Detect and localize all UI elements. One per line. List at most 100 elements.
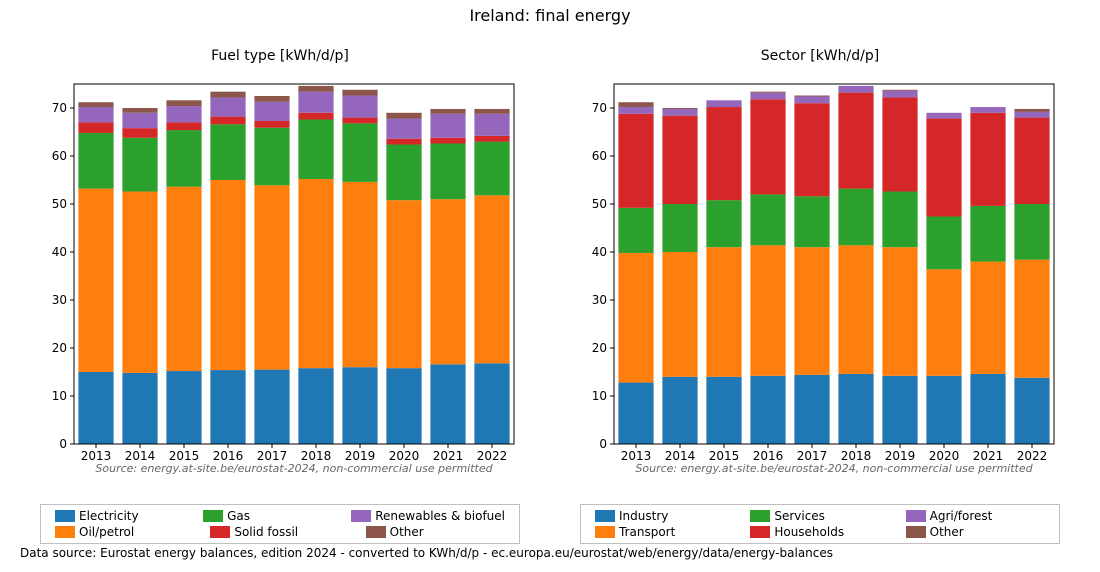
svg-text:70: 70 (52, 101, 67, 115)
bar-segment (1014, 204, 1049, 260)
bar-segment (78, 122, 113, 133)
svg-text:20: 20 (52, 341, 67, 355)
bar-segment (1014, 118, 1049, 204)
watermark-text: Source: energy.at-site.be/eurostat-2024,… (74, 462, 514, 475)
bar-segment (298, 113, 333, 120)
legend-item: Agri/forest (906, 509, 1045, 523)
legend-swatch (210, 526, 230, 538)
legend-item: Renewables & biofuel (351, 509, 505, 523)
svg-text:0: 0 (599, 437, 607, 451)
bar-segment (342, 367, 377, 444)
bar-segment (662, 377, 697, 444)
bar-segment (78, 102, 113, 107)
bar-segment (254, 96, 289, 102)
bar-segment (298, 179, 333, 368)
bar-segment (166, 122, 201, 130)
bar-segment (970, 107, 1005, 113)
svg-text:2013: 2013 (621, 449, 652, 463)
legend-label: Industry (619, 509, 668, 523)
bar-segment (970, 113, 1005, 206)
legend-label: Renewables & biofuel (375, 509, 505, 523)
bar-segment (794, 103, 829, 196)
plot-area: 0102030405060702013201420152016201720182… (580, 72, 1060, 476)
svg-text:2021: 2021 (973, 449, 1004, 463)
plot-area: 0102030405060702013201420152016201720182… (40, 72, 520, 476)
bar-segment (474, 142, 509, 196)
bar-segment (210, 180, 245, 370)
legend-label: Agri/forest (930, 509, 993, 523)
legend: ElectricityGasRenewables & biofuelOil/pe… (40, 504, 520, 544)
bar-segment (298, 120, 333, 180)
bar-segment (342, 90, 377, 96)
bar-segment (706, 377, 741, 444)
bar-segment (750, 99, 785, 194)
bar-segment (750, 194, 785, 245)
svg-text:2016: 2016 (753, 449, 784, 463)
bar-segment (166, 106, 201, 122)
svg-text:20: 20 (592, 341, 607, 355)
svg-text:2019: 2019 (885, 449, 916, 463)
svg-text:2018: 2018 (301, 449, 332, 463)
legend-item: Households (750, 525, 889, 539)
legend-item: Other (366, 525, 505, 539)
bar-segment (838, 86, 873, 93)
legend-item: Solid fossil (210, 525, 349, 539)
bar-segment (750, 93, 785, 100)
svg-text:2021: 2021 (433, 449, 464, 463)
bar-segment (78, 133, 113, 189)
figure-suptitle: Ireland: final energy (0, 6, 1100, 25)
svg-text:2016: 2016 (213, 449, 244, 463)
bar-segment (386, 200, 421, 368)
bar-segment (78, 189, 113, 372)
bar-segment (298, 86, 333, 92)
legend-label: Gas (227, 509, 250, 523)
panels-row: Fuel type [kWh/d/p]010203040506070201320… (0, 48, 1100, 544)
bar-segment (1014, 378, 1049, 444)
legend-swatch (203, 510, 223, 522)
legend-item: Electricity (55, 509, 187, 523)
bar-segment (838, 189, 873, 246)
bar-segment (430, 109, 465, 114)
bar-segment (882, 90, 917, 91)
svg-text:2022: 2022 (1017, 449, 1048, 463)
bar-segment (794, 96, 829, 97)
bar-segment (706, 100, 741, 107)
bar-segment (166, 371, 201, 444)
legend-item: Other (906, 525, 1045, 539)
svg-text:70: 70 (592, 101, 607, 115)
bar-segment (386, 113, 421, 119)
data-source-footer: Data source: Eurostat energy balances, e… (20, 546, 833, 560)
watermark-text: Source: energy.at-site.be/eurostat-2024,… (614, 462, 1054, 475)
svg-text:2015: 2015 (169, 449, 200, 463)
bar-segment (926, 269, 961, 376)
bar-segment (254, 121, 289, 128)
svg-text:50: 50 (592, 197, 607, 211)
bar-segment (882, 192, 917, 248)
bar-segment (166, 100, 201, 106)
svg-text:2022: 2022 (477, 449, 508, 463)
bar-segment (210, 97, 245, 116)
bar-segment (166, 130, 201, 187)
bar-segment (926, 376, 961, 444)
bar-segment (78, 372, 113, 444)
bar-segment (386, 139, 421, 145)
svg-text:10: 10 (592, 389, 607, 403)
svg-text:2014: 2014 (125, 449, 156, 463)
legend-item: Industry (595, 509, 734, 523)
bar-segment (474, 363, 509, 444)
bar-segment (750, 376, 785, 444)
legend-label: Transport (619, 525, 675, 539)
legend-item: Transport (595, 525, 734, 539)
svg-text:2013: 2013 (81, 449, 112, 463)
bar-segment (342, 182, 377, 367)
svg-text:2014: 2014 (665, 449, 696, 463)
bar-segment (430, 144, 465, 200)
panel-title: Fuel type [kWh/d/p] (40, 48, 520, 64)
bar-segment (210, 124, 245, 180)
legend-label: Other (930, 525, 964, 539)
bar-segment (298, 368, 333, 444)
chart-container: Ireland: final energy Fuel type [kWh/d/p… (0, 0, 1100, 572)
bar-segment (838, 93, 873, 189)
bar-segment (342, 118, 377, 124)
bar-segment (254, 185, 289, 369)
